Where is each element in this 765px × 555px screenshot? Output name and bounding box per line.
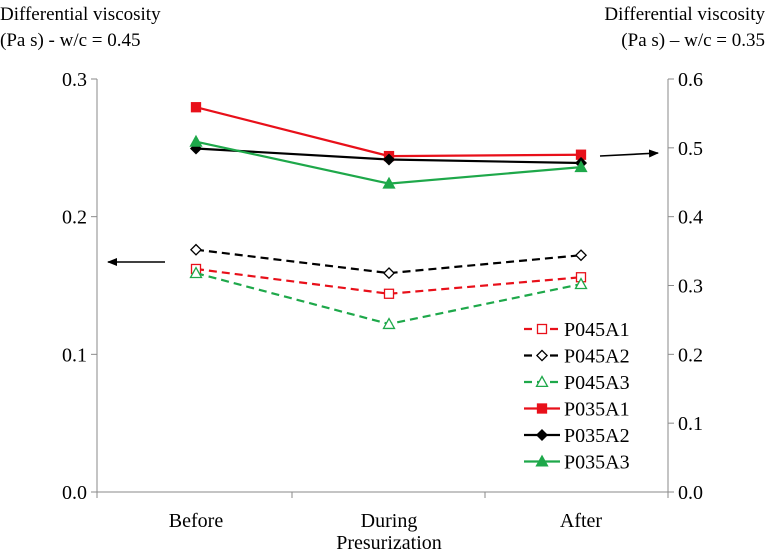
left-axis-title: Differential viscosity (Pa s) - w/c = 0.… [0, 2, 161, 54]
right-axis-title: Differential viscosity (Pa s) – w/c = 0.… [604, 2, 765, 54]
legend: P045A1 P045A2 P045A3 P035A1 P035A2 P035A3 [524, 319, 630, 474]
triangle-marker [535, 454, 549, 467]
left-tick-label: 0.0 [62, 482, 87, 504]
right-axis-title-line1: Differential viscosity [604, 4, 765, 25]
left-axis-title-line2: (Pa s) - w/c = 0.45 [0, 30, 141, 51]
right-tick-label: 0.5 [678, 138, 703, 160]
series-lines [189, 102, 588, 330]
left-tick-label: 0.1 [62, 344, 87, 366]
annotations [107, 149, 659, 266]
legend-item-p035a2: P035A2 [524, 425, 630, 447]
legend-item-p045a1: P045A1 [524, 319, 630, 341]
legend-item-p045a3: P045A3 [524, 372, 630, 394]
right-tick-label: 0.6 [678, 69, 703, 91]
diamond-marker [189, 243, 203, 256]
left-tick-label: 0.3 [62, 69, 87, 91]
left-axis-title-line1: Differential viscosity [0, 4, 161, 25]
legend-item-p035a1: P035A1 [524, 399, 630, 421]
legend-item-p045a2: P045A2 [524, 346, 630, 368]
diamond-marker [535, 428, 549, 442]
right-tick-label: 0.3 [678, 276, 703, 298]
right-tick-label: 0.0 [678, 482, 703, 504]
triangle-marker [574, 277, 588, 290]
right-tick-label: 0.1 [678, 413, 703, 435]
series-p035a3 [189, 134, 588, 189]
triangle-marker [382, 176, 396, 189]
x-tick-label: Before [169, 510, 224, 532]
diamond-marker [535, 349, 549, 362]
triangle-marker [574, 160, 588, 173]
square-marker [536, 323, 548, 335]
diamond-marker [382, 153, 396, 166]
legend-label: P045A1 [564, 319, 630, 341]
triangle-marker [189, 134, 203, 147]
legend-label: P045A2 [564, 346, 630, 368]
x-axis-title: Presurization [336, 532, 442, 554]
right-tick-label: 0.4 [678, 207, 703, 229]
x-tick-label: During [361, 510, 418, 532]
triangle-marker [382, 317, 396, 330]
legend-item-p035a3: P035A3 [524, 452, 630, 474]
diamond-marker [382, 267, 396, 280]
right-tick-label: 0.2 [678, 344, 703, 366]
series-p045a2 [189, 243, 588, 280]
square-marker [190, 102, 202, 113]
left-tick-label: 0.2 [62, 207, 87, 229]
legend-label: P035A3 [564, 452, 630, 474]
legend-label: P045A3 [564, 372, 630, 394]
x-tick-label: After [560, 510, 603, 532]
axes: 0.0 0.1 0.2 0.3 0.0 0.1 0.2 0.3 0.4 0.5 0.6 Before D… [62, 69, 703, 532]
square-marker [536, 403, 548, 414]
right-axis-title-line2: (Pa s) – w/c = 0.35 [621, 30, 765, 51]
square-marker [383, 288, 395, 299]
right-arrow [599, 149, 659, 158]
triangle-marker [189, 266, 203, 279]
legend-label: P035A2 [564, 425, 630, 447]
legend-label: P035A1 [564, 399, 630, 421]
series-line [195, 106, 582, 158]
triangle-marker [535, 375, 549, 388]
series-p045a3 [189, 266, 588, 330]
diamond-marker [574, 249, 588, 262]
